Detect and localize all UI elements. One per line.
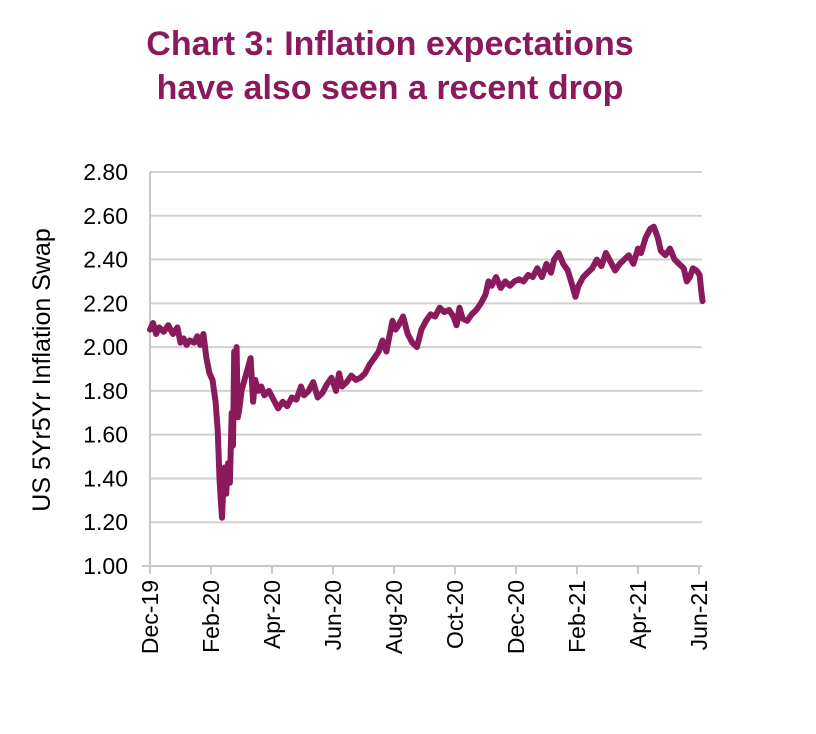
x-tick-label: Aug-20 [381, 580, 407, 654]
x-tick-labels: Dec-19 Feb-20 Apr-20 Jun-20 Aug-20 Oct-20 Dec-… [137, 580, 712, 654]
y-tick-label: 2.00 [83, 334, 128, 360]
x-tick-label: Jun-20 [320, 580, 346, 650]
chart-title: Chart 3: Inflation expectations have als… [30, 22, 750, 110]
y-tick-label: 1.00 [83, 553, 128, 579]
y-tick-label: 1.80 [83, 378, 128, 404]
series-layer [147, 223, 706, 521]
y-tick-label: 1.20 [83, 509, 128, 535]
series-line-0 [147, 223, 706, 521]
axes [142, 172, 702, 574]
y-tick-labels: 1.00 1.20 1.40 1.60 1.80 2.00 2.20 2.40 2.60 2.80 [83, 159, 128, 579]
y-tick-label: 2.80 [83, 159, 128, 185]
chart-title-line-2: have also seen a recent drop [156, 69, 624, 107]
x-tick-label: Apr-20 [259, 580, 285, 649]
y-tick-label: 2.60 [83, 203, 128, 229]
y-tick-label: 1.40 [83, 465, 128, 491]
chart-title-line-1: Chart 3: Inflation expectations [146, 25, 634, 63]
x-tick-label: Jun-21 [686, 580, 712, 650]
y-tick-label: 2.20 [83, 290, 128, 316]
x-tick-label: Feb-21 [564, 580, 590, 653]
x-tick-label: Apr-21 [625, 580, 651, 649]
y-axis-title: US 5Yr5Yr Inflation Swap [28, 228, 56, 511]
x-tick-label: Feb-20 [198, 580, 224, 653]
x-tick-label: Dec-20 [503, 580, 529, 654]
y-tick-label: 2.40 [83, 247, 128, 273]
x-tick-label: Oct-20 [442, 580, 468, 649]
y-tick-label: 1.60 [83, 422, 128, 448]
x-tick-label: Dec-19 [137, 580, 163, 654]
